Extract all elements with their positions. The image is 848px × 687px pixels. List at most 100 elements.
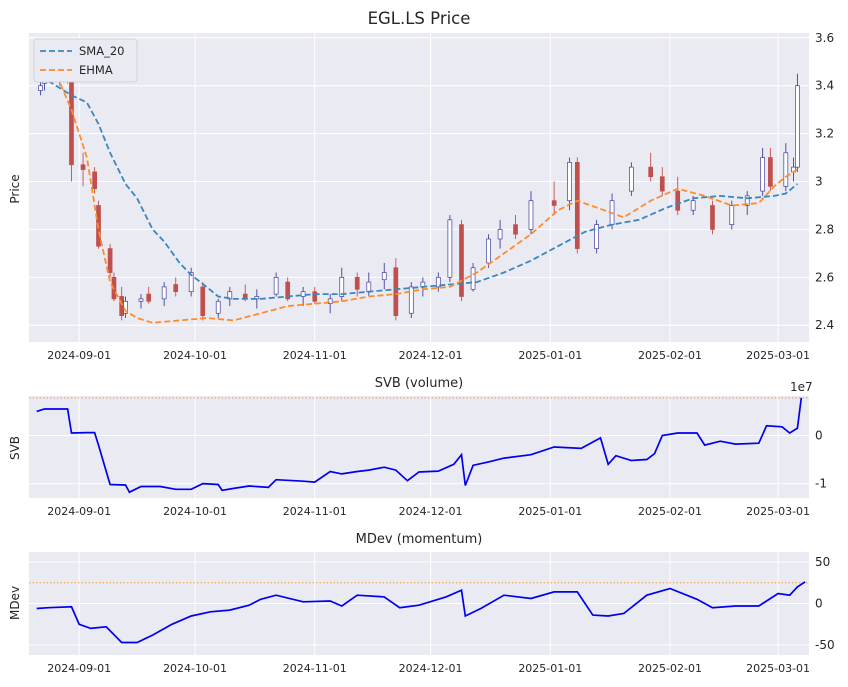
x-tick-label: 2025-02-01: [638, 662, 702, 675]
candle-body-down: [312, 291, 318, 302]
y-tick-label: 0: [815, 428, 823, 442]
candle-body-up: [470, 267, 476, 290]
candle-body-up: [161, 286, 167, 300]
legend-label-ehma: EHMA: [79, 63, 113, 77]
x-tick-label: 2025-03-01: [746, 349, 810, 362]
candle-body-up: [327, 298, 333, 305]
candle-body-down: [354, 276, 360, 290]
candle-body-down: [107, 248, 113, 273]
x-tick-label: 2024-09-01: [47, 505, 111, 518]
candle-body-up: [729, 205, 735, 225]
candle-body-down: [200, 286, 206, 317]
candle-body-up: [447, 219, 453, 278]
candle-body-down: [80, 164, 86, 170]
candle-body-down: [648, 166, 654, 178]
y-tick-label: 3.2: [815, 127, 834, 141]
mdev-y-tick-labels: -50 0 50: [815, 555, 835, 652]
candle-body-up: [366, 281, 372, 293]
legend-label-sma: SMA_20: [79, 44, 124, 58]
x-tick-label: 2024-10-01: [163, 505, 227, 518]
y-tick-label: 3.4: [815, 79, 834, 93]
candle-body-up: [38, 85, 43, 91]
candle-body-up: [528, 200, 534, 230]
svb-y-axis-label: SVB: [8, 436, 22, 460]
candle-body-up: [273, 276, 279, 295]
candle-body-down: [574, 161, 580, 249]
mdev-series: [36, 581, 806, 644]
x-tick-label: 2025-01-01: [518, 662, 582, 675]
y-tick-label: 2.4: [815, 318, 834, 332]
mdev-x-tick-labels: 2024-09-01 2024-10-01 2024-11-01 2024-12-01…: [47, 662, 810, 675]
candle-body-down: [710, 205, 715, 230]
x-tick-label: 2025-02-01: [638, 349, 702, 362]
y-tick-label: 2.8: [815, 222, 834, 236]
y-tick-label: -50: [815, 638, 835, 652]
candle-body-up: [594, 224, 599, 249]
price-legend: SMA_20 EHMA: [33, 38, 138, 83]
x-tick-label: 2024-11-01: [283, 662, 347, 675]
x-tick-label: 2024-10-01: [163, 349, 227, 362]
price-axes-background: [29, 33, 809, 342]
candle-body-down: [659, 176, 665, 192]
candle-body-up: [123, 300, 128, 314]
candle-body-down: [768, 157, 773, 187]
y-tick-label: 50: [815, 555, 830, 569]
candle-body-up: [227, 291, 233, 300]
candle-body-up: [744, 195, 750, 206]
svb-x-tick-labels: 2024-09-01 2024-10-01 2024-11-01 2024-12-01…: [47, 505, 810, 518]
candle-body-up: [435, 276, 441, 288]
x-tick-label: 2024-10-01: [163, 662, 227, 675]
price-indicator-lines: [40, 72, 798, 324]
x-tick-label: 2025-01-01: [518, 349, 582, 362]
candle-body-up: [339, 276, 345, 297]
candle-body-up: [783, 152, 789, 187]
y-tick-label: -1: [815, 477, 827, 491]
sma-20-line: [40, 75, 798, 300]
x-tick-label: 2024-12-01: [399, 349, 463, 362]
y-tick-label: 3: [815, 175, 823, 189]
candle-body-up: [254, 296, 260, 300]
x-tick-label: 2024-12-01: [399, 505, 463, 518]
candle-body-down: [146, 293, 152, 302]
svb-axes-background: [29, 396, 809, 498]
x-tick-label: 2024-09-01: [47, 349, 111, 362]
mdev-line: [36, 581, 806, 644]
candle-body-up: [629, 166, 634, 192]
svb-offset-label: 1e7: [790, 380, 813, 394]
price-y-axis-label: Price: [8, 174, 22, 203]
candle-body-up: [188, 272, 194, 293]
candle-body-down: [173, 284, 179, 293]
price-chart-title: EGL.LS Price: [368, 9, 471, 28]
y-tick-label: 3.6: [815, 31, 834, 45]
mdev-chart-title: MDev (momentum): [356, 532, 483, 547]
candle-body-down: [459, 224, 464, 297]
candle-body-down: [551, 200, 557, 206]
candle-body-up: [138, 298, 144, 302]
candle-body-up: [408, 286, 414, 314]
candle-body-up: [486, 238, 491, 264]
price-gridlines: [29, 33, 809, 342]
price-y-tick-labels: 2.4 2.6 2.8 3 3.2 3.4 3.6: [815, 31, 834, 332]
mdev-y-axis-label: MDev: [8, 586, 22, 620]
candle-body-up: [215, 300, 221, 314]
candle-body-down: [675, 190, 681, 211]
candle-body-up: [567, 161, 572, 202]
candle-body-down: [119, 296, 125, 317]
svb-gridlines: [29, 396, 809, 498]
x-tick-label: 2024-11-01: [283, 349, 347, 362]
svb-series: [36, 397, 803, 494]
x-tick-label: 2024-11-01: [283, 505, 347, 518]
candle-body-down: [285, 281, 291, 300]
svb-y-tick-labels: -1 0: [815, 428, 827, 490]
price-x-tick-labels: 2024-09-01 2024-10-01 2024-11-01 2024-12-01…: [47, 349, 810, 362]
x-tick-label: 2024-12-01: [399, 662, 463, 675]
candle-body-up: [300, 291, 306, 297]
svb-panel: SVB (volume) 2024-09-01 2024-10-01 2024-11…: [8, 376, 827, 518]
x-tick-label: 2025-02-01: [638, 505, 702, 518]
legend-box: [33, 38, 138, 83]
x-tick-label: 2025-03-01: [746, 505, 810, 518]
candle-body-down: [513, 224, 518, 235]
candle-body-up: [497, 229, 503, 240]
candle-body-up: [760, 157, 766, 192]
